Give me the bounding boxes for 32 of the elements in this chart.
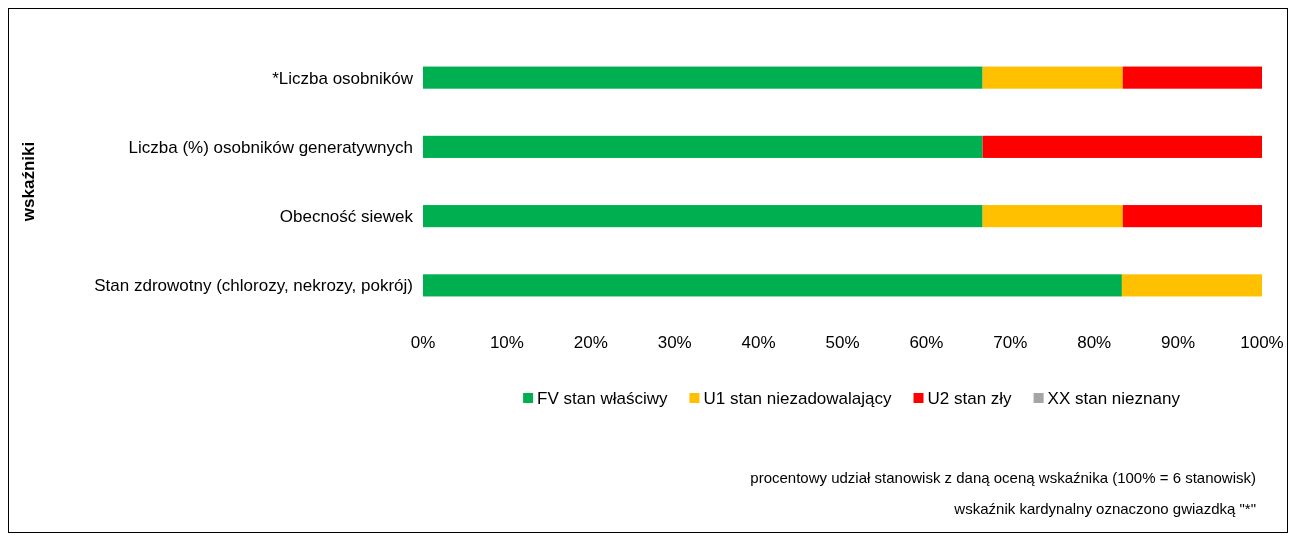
legend-label: XX stan nieznany: [1047, 388, 1181, 408]
x-tick-label: 30%: [657, 332, 692, 352]
bar: [423, 66, 983, 89]
bar: [423, 205, 983, 228]
legend-label: FV stan właściwy: [537, 388, 668, 408]
y-tick-label: Stan zdrowotny (chlorozy, nekrozy, pokrój): [94, 275, 413, 295]
x-tick-label: 90%: [1161, 332, 1196, 352]
bar: [982, 66, 1123, 89]
bar: [1121, 274, 1262, 297]
bar: [1122, 66, 1262, 89]
x-tick-label: 60%: [909, 332, 944, 352]
bar: [982, 205, 1123, 228]
x-tick-label: 80%: [1077, 332, 1112, 352]
bar: [982, 135, 1262, 158]
y-tick-label: *Liczba osobników: [272, 68, 414, 88]
bar: [1122, 205, 1262, 228]
y-tick-label: Obecność siewek: [279, 206, 414, 226]
y-axis-title: wskaźniki: [18, 141, 38, 223]
x-tick-label: 10%: [489, 332, 524, 352]
y-tick-label: Liczba (%) osobników generatywnych: [128, 137, 413, 157]
legend-label: U2 stan zły: [927, 388, 1013, 408]
bar: [423, 274, 1122, 297]
x-tick-label: 70%: [993, 332, 1028, 352]
text: procentowy udział stanowisk z daną oceną wskaźnika (100% = 6 stanowisk): [750, 468, 1256, 486]
x-tick-label: 40%: [741, 332, 776, 352]
x-tick-label: 0%: [410, 332, 436, 352]
text: wskaźnik kardynalny oznaczono gwiazdką "*": [953, 499, 1256, 517]
x-tick-label: 20%: [573, 332, 608, 352]
bar: [423, 135, 983, 158]
legend-label: U1 stan niezadowalający: [703, 388, 893, 408]
x-tick-label: 100%: [1240, 332, 1284, 352]
x-tick-label: 50%: [825, 332, 860, 352]
